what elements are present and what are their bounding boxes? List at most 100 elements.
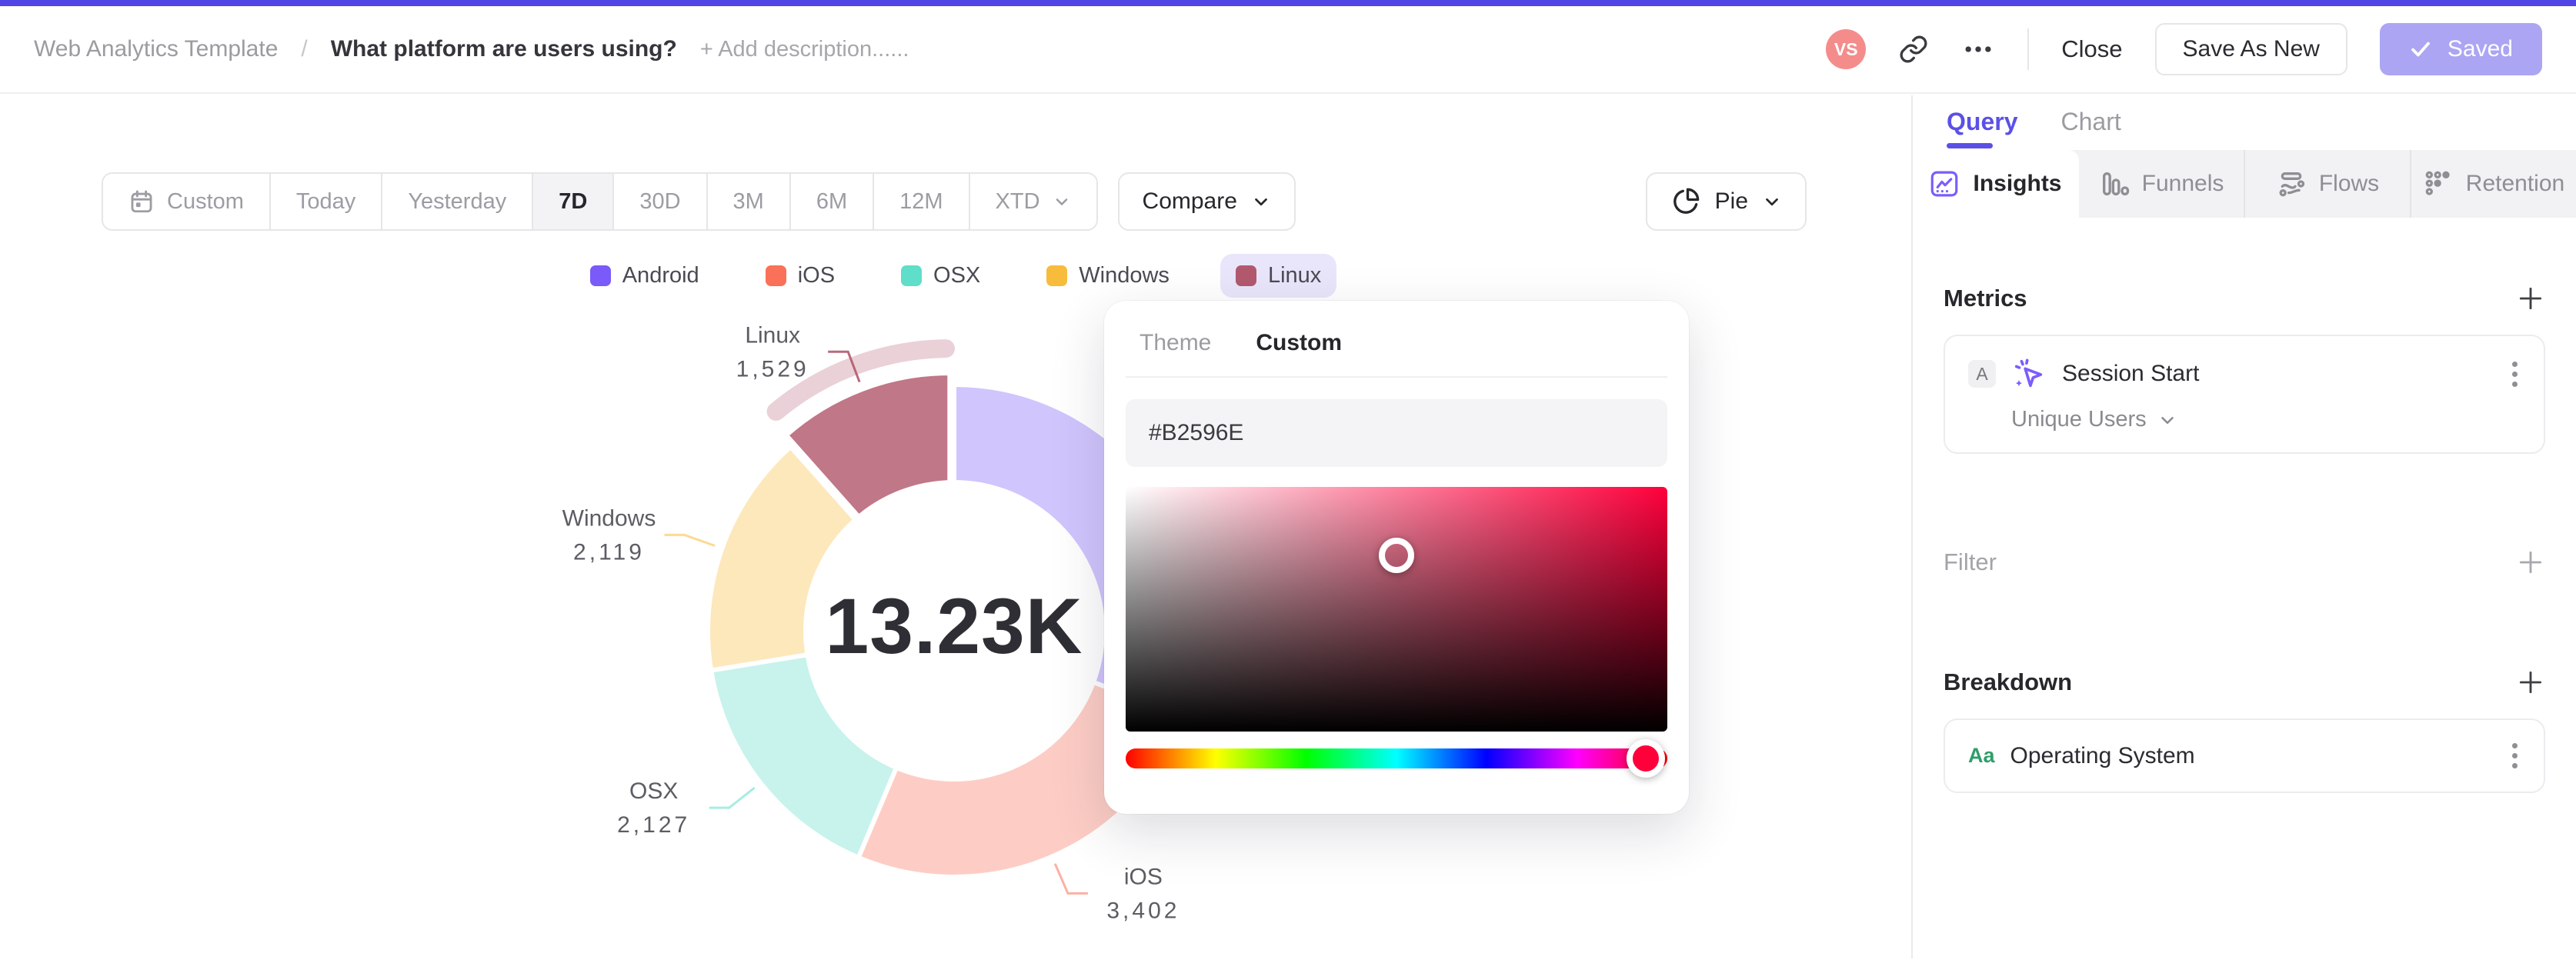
range-label: 3M bbox=[732, 188, 764, 214]
tab-query[interactable]: Query bbox=[1947, 108, 2017, 148]
add-breakdown-button[interactable] bbox=[2516, 668, 2545, 697]
sidebar: Query Chart Insights Funnels Flows bbox=[1911, 95, 2576, 958]
range-3m[interactable]: 3M bbox=[706, 174, 789, 229]
pie-donut-hole bbox=[803, 480, 1105, 782]
range-label: 12M bbox=[899, 188, 943, 214]
breadcrumb-root-link[interactable]: Web Analytics Template bbox=[34, 36, 279, 62]
add-description-button[interactable]: + Add description...... bbox=[699, 36, 909, 62]
range-12m[interactable]: 12M bbox=[873, 174, 969, 229]
range-label: XTD bbox=[995, 188, 1040, 214]
metrics-heading: Metrics bbox=[1944, 285, 2027, 312]
tab-custom[interactable]: Custom bbox=[1256, 330, 1343, 355]
chart-legend: Android iOS OSX Windows Linux bbox=[0, 254, 1911, 298]
main: Custom Today Yesterday 7D 30D 3M 6M 12M … bbox=[0, 95, 2576, 958]
close-button[interactable]: Close bbox=[2061, 35, 2123, 62]
filter-heading: Filter bbox=[1944, 548, 1997, 575]
saved-button[interactable]: Saved bbox=[2379, 23, 2542, 75]
string-property-icon: Aa bbox=[1968, 744, 1995, 767]
aggregation-dropdown[interactable]: Unique Users bbox=[2011, 407, 2521, 432]
legend-label: Android bbox=[622, 263, 699, 288]
header: Web Analytics Template / What platform a… bbox=[0, 6, 2576, 94]
active-tab-underline bbox=[1947, 143, 1993, 148]
chevron-down-icon bbox=[1766, 198, 1778, 206]
more-options-icon[interactable] bbox=[1961, 32, 1995, 66]
calendar-icon bbox=[131, 190, 152, 213]
pie-label-osx: OSX bbox=[629, 778, 678, 804]
mode-funnels[interactable]: Funnels bbox=[2079, 150, 2245, 218]
add-metric-button[interactable] bbox=[2516, 284, 2545, 313]
legend-item-ios[interactable]: iOS bbox=[750, 254, 850, 298]
chart-type-button[interactable]: Pie bbox=[1645, 172, 1807, 231]
add-filter-button[interactable] bbox=[2516, 548, 2545, 577]
hex-color-input[interactable]: #B2596E bbox=[1126, 399, 1667, 467]
mode-retention[interactable]: Retention bbox=[2411, 150, 2576, 218]
breadcrumb: Web Analytics Template / What platform a… bbox=[34, 36, 909, 62]
legend-label: Windows bbox=[1079, 263, 1170, 288]
header-divider bbox=[2027, 28, 2030, 70]
pie-chart-icon bbox=[1673, 188, 1699, 214]
chart-type-label: Pie bbox=[1714, 188, 1748, 214]
range-xtd[interactable]: XTD bbox=[968, 174, 1096, 229]
range-label: Yesterday bbox=[408, 188, 507, 214]
pie-label-line-osx bbox=[709, 786, 756, 809]
metric-row: A Session Start bbox=[1968, 356, 2521, 392]
range-30d[interactable]: 30D bbox=[612, 174, 706, 229]
session-start-icon bbox=[2014, 358, 2043, 388]
sidebar-tabs: Query Chart bbox=[1913, 95, 2576, 148]
pie-slice-halo-linux bbox=[766, 339, 956, 421]
breakdown-card[interactable]: Aa Operating System bbox=[1944, 718, 2545, 793]
avatar[interactable]: VS bbox=[1826, 29, 1867, 69]
save-as-new-button[interactable]: Save As New bbox=[2154, 23, 2347, 75]
pie-value-windows: 2,119 bbox=[573, 539, 645, 565]
retention-icon bbox=[2425, 171, 2450, 195]
legend-item-windows[interactable]: Windows bbox=[1031, 254, 1185, 298]
range-7d[interactable]: 7D bbox=[532, 174, 613, 229]
breakdown-heading: Breakdown bbox=[1944, 668, 2073, 695]
legend-item-linux[interactable]: Linux bbox=[1220, 254, 1337, 298]
range-custom[interactable]: Custom bbox=[103, 174, 269, 229]
pie-label-windows: Windows bbox=[562, 505, 656, 531]
legend-item-android[interactable]: Android bbox=[575, 254, 715, 298]
filter-section-header: Filter bbox=[1944, 548, 2545, 577]
legend-swatch bbox=[589, 265, 611, 286]
mode-flows[interactable]: Flows bbox=[2245, 150, 2411, 218]
saturation-value-area[interactable] bbox=[1126, 487, 1667, 732]
color-cursor[interactable] bbox=[1379, 538, 1414, 574]
compare-button[interactable]: Compare bbox=[1117, 172, 1296, 231]
tab-theme[interactable]: Theme bbox=[1140, 330, 1212, 355]
compare-label: Compare bbox=[1142, 188, 1237, 214]
range-label: 30D bbox=[639, 188, 681, 214]
mode-insights[interactable]: Insights bbox=[1913, 150, 2079, 218]
metric-menu-icon[interactable] bbox=[2509, 358, 2521, 390]
page-title[interactable]: What platform are users using? bbox=[330, 36, 677, 62]
pie-value-linux: 1,529 bbox=[736, 356, 809, 382]
mode-label: Flows bbox=[2318, 171, 2380, 196]
legend-label: OSX bbox=[933, 263, 981, 288]
mode-label: Retention bbox=[2465, 171, 2565, 196]
range-label: 7D bbox=[559, 188, 588, 214]
date-range-control: Custom Today Yesterday 7D 30D 3M 6M 12M … bbox=[102, 172, 1098, 231]
color-picker-tabs: Theme Custom bbox=[1126, 330, 1667, 356]
pie-label-line-windows bbox=[664, 533, 716, 547]
range-6m[interactable]: 6M bbox=[789, 174, 873, 229]
tab-label: Query bbox=[1947, 108, 2018, 135]
metric-name: Session Start bbox=[2062, 361, 2200, 386]
divider bbox=[1126, 376, 1667, 378]
breakdown-name: Operating System bbox=[2010, 742, 2195, 768]
tab-chart[interactable]: Chart bbox=[2060, 108, 2121, 148]
pie-value-ios: 3,402 bbox=[1106, 898, 1180, 923]
breakdown-menu-icon[interactable] bbox=[2509, 740, 2521, 772]
range-today[interactable]: Today bbox=[269, 174, 382, 229]
legend-swatch bbox=[765, 265, 786, 286]
pie-label-line-linux bbox=[828, 350, 861, 383]
metric-card[interactable]: A Session Start Unique Users bbox=[1944, 335, 2545, 454]
aggregation-label: Unique Users bbox=[2011, 407, 2147, 432]
pie-chart: iOS 3,402 OSX 2,127 Windows 2,119 Linux 1,529 bbox=[562, 322, 1203, 923]
chevron-down-icon bbox=[1056, 198, 1067, 205]
range-yesterday[interactable]: Yesterday bbox=[381, 174, 532, 229]
metric-series-badge: A bbox=[1968, 360, 1996, 388]
hue-slider-thumb[interactable] bbox=[1626, 739, 1665, 778]
share-link-icon[interactable] bbox=[1898, 34, 1929, 65]
hue-slider[interactable] bbox=[1126, 739, 1667, 778]
legend-item-osx[interactable]: OSX bbox=[886, 254, 996, 298]
